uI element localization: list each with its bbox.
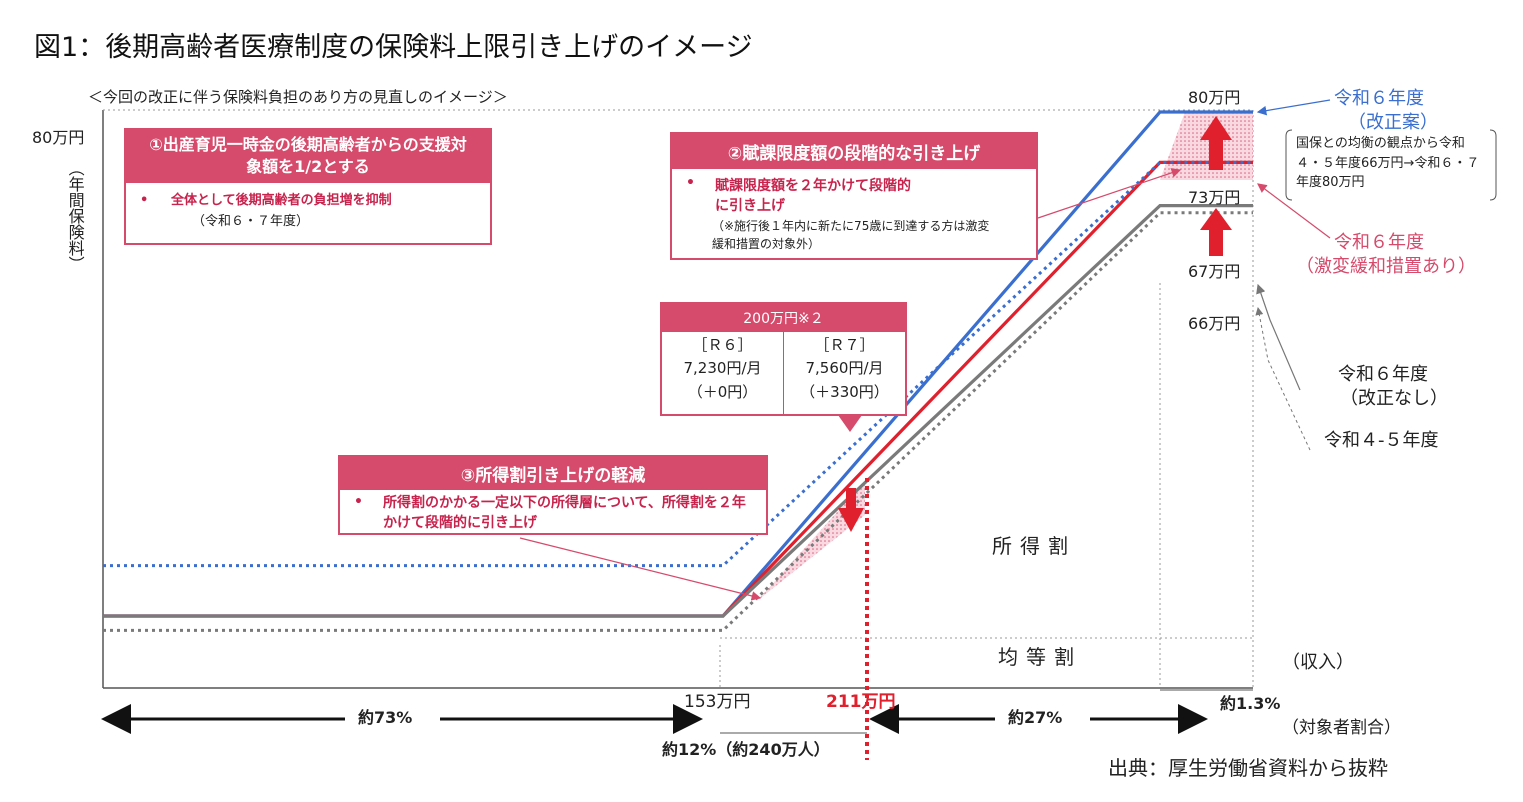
note-box-1-bullet: • 全体として後期高齢者の負担増を抑制: [140, 192, 392, 208]
note-box-3-bullet: • 所得割のかかる一定以下の所得層について、所得割を２年かけて段階的に引き上げ: [354, 494, 746, 533]
blue-legend-connector: [1256, 99, 1331, 116]
decrease-arrow: [838, 488, 864, 532]
y-axis-max-label: 80万円: [32, 128, 85, 147]
legend-blue-1: 令和６年度: [1334, 88, 1424, 109]
legend-gray-1: 令和６年度: [1338, 364, 1428, 385]
series-layer: [103, 110, 1253, 632]
note-box-3: ③所得割引き上げの軽減 • 所得割のかかる一定以下の所得層について、所得割を２年か…: [338, 455, 768, 535]
share-13: 約1.3%: [1220, 694, 1281, 713]
note-box-2-bullet: • 賦課限度額を２年かけて段階的に引き上げ: [686, 175, 996, 215]
note-box-3-head: ③所得割引き上げの軽減: [340, 457, 766, 490]
series-line-3: [103, 204, 1253, 618]
legend-blue-2: （改正案）: [1348, 112, 1438, 133]
legend-gray-2: （改正なし）: [1340, 388, 1448, 409]
share-73: 約73%: [358, 708, 413, 727]
red-legend-connector: [1257, 183, 1331, 239]
premium-table-head: 200万円※２: [662, 304, 905, 332]
premium-table-body: ［Ｒ６］ 7,230円/月 （＋0円） ［Ｒ７］ 7,560円/月 （＋330円…: [662, 332, 905, 416]
premium-table: 200万円※２ ［Ｒ６］ 7,230円/月 （＋0円） ［Ｒ７］ 7,560円/…: [660, 302, 907, 416]
legend-note-bracket: [1285, 129, 1293, 201]
table-pointer: [838, 415, 862, 432]
note-box-1: ①出産育児一時金の後期高齢者からの支援対象額を1/2とする • 全体として後期高…: [124, 128, 492, 245]
x-tick-153: 153万円: [684, 692, 751, 712]
series-line-4: [103, 211, 1253, 632]
hatch-mid: [757, 481, 865, 601]
share-12: 約12%（約240万人）: [662, 740, 830, 759]
cap-label-80: 80万円: [1188, 88, 1241, 107]
x-tick-211: 211万円: [826, 692, 896, 712]
note-box-1-note: （令和６・７年度）: [192, 213, 310, 229]
cap-label-67: 67万円: [1188, 262, 1241, 281]
chart-subtitle: ＜今回の改正に伴う保険料負担のあり方の見直しのイメージ＞: [88, 88, 508, 106]
y-axis-label: （年間保険料）: [65, 160, 85, 272]
note-box-2-note: （※施行後１年内に新たに75歳に到達する方は激変緩和措置の対象外）: [712, 219, 990, 251]
note-box-1-bullet-text: 全体として後期高齢者の負担増を抑制: [170, 192, 392, 208]
legend-blue-note: 国保との均衡の観点から令和４・５年度66万円→令和６・７年度80万円: [1296, 136, 1480, 190]
cap-label-66: 66万円: [1188, 314, 1241, 333]
premium-table-col-r7: ［Ｒ７］ 7,560円/月 （＋330円）: [800, 336, 889, 401]
x-axis-label: （収入）: [1282, 652, 1354, 673]
share-27: 約27%: [1008, 708, 1063, 727]
note-box-3-bullet-text: 所得割のかかる一定以下の所得層について、所得割を２年かけて段階的に引き上げ: [382, 495, 746, 531]
chart-title: 図1：後期高齢者医療制度の保険料上限引き上げのイメージ: [34, 32, 753, 63]
premium-table-col-r6: ［Ｒ６］ 7,230円/月 （＋0円）: [662, 332, 784, 416]
gray-legend-connector: [1256, 283, 1301, 391]
dotted-legend-connector: [1255, 307, 1311, 451]
box3-connector: [519, 537, 762, 601]
share-label: （対象者割合）: [1282, 718, 1401, 738]
hatch-top: [1160, 112, 1253, 180]
legend-red-1: 令和６年度: [1334, 232, 1424, 253]
series-line-5: [103, 160, 1253, 568]
note-box-1-head: ①出産育児一時金の後期高齢者からの支援対象額を1/2とする: [126, 130, 490, 183]
box2-connector: [1037, 168, 1182, 219]
legend-dotted: 令和４-５年度: [1324, 430, 1439, 451]
region-shotokuwari: 所得割: [992, 534, 1076, 558]
increase-arrow-top: [1200, 116, 1232, 170]
increase-arrow-mid: [1200, 208, 1232, 256]
note-box-2-head: ②賦課限度額の段階的な引き上げ: [672, 134, 1036, 169]
note-box-2: ②賦課限度額の段階的な引き上げ • 賦課限度額を２年かけて段階的に引き上げ （※施…: [670, 132, 1038, 260]
cap-label-73: 73万円: [1188, 188, 1241, 207]
note-box-2-bullet-text: 賦課限度額を２年かけて段階的に引き上げ: [714, 178, 911, 214]
region-kintouwari: 均等割: [998, 645, 1082, 669]
legend-red-2: （激変緩和措置あり）: [1296, 256, 1476, 277]
source-note: 出典：厚生労働省資料から抜粋: [1108, 756, 1388, 780]
